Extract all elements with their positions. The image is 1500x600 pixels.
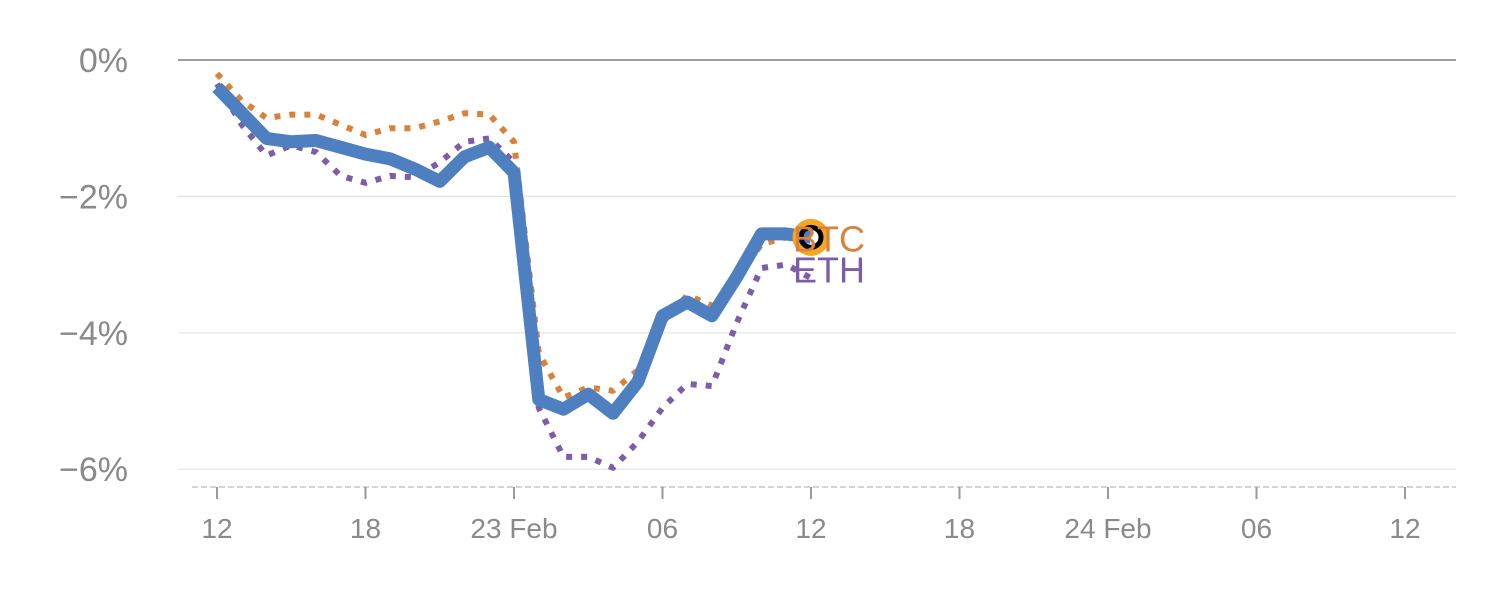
end-marker-core <box>798 224 824 250</box>
y-tick-label: −2% <box>59 178 128 216</box>
series-line-btc-solid <box>212 82 812 420</box>
x-tick-label: 18 <box>944 513 975 544</box>
x-tick-label: 18 <box>350 513 381 544</box>
x-tick-label: 23 Feb <box>470 513 557 544</box>
x-tick-label: 06 <box>647 513 678 544</box>
series-line-eth-dotted <box>214 82 813 471</box>
series-end-label: ETH <box>793 249 865 290</box>
series-end-label: BTC <box>793 218 865 259</box>
y-tick-label: −4% <box>59 315 128 353</box>
series-line-btc-dotted <box>214 71 812 401</box>
x-tick-label: 24 Feb <box>1064 513 1151 544</box>
end-marker-ring <box>792 218 830 256</box>
x-tick-label: 12 <box>201 513 232 544</box>
y-tick-label: −6% <box>59 451 128 489</box>
x-tick-label: 06 <box>1241 513 1272 544</box>
x-tick-label: 12 <box>795 513 826 544</box>
x-tick-label: 12 <box>1389 513 1420 544</box>
y-tick-label: 0% <box>79 42 128 80</box>
